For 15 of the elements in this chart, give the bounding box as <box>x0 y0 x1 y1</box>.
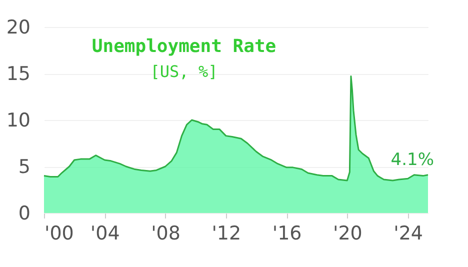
y-tick-label: 15 <box>6 63 30 85</box>
text: [US, %] <box>150 62 218 81</box>
y-tick-label: 20 <box>6 16 30 38</box>
x-tick-label: '20 <box>332 222 362 244</box>
y-tick-label: 10 <box>6 110 30 132</box>
x-tick-label: '00 <box>44 222 74 244</box>
x-tick-label: '08 <box>151 222 180 244</box>
x-tick-label: '12 <box>212 222 242 244</box>
y-tick-label: 5 <box>18 156 30 178</box>
y-tick-label: 0 <box>18 202 30 224</box>
text: Unemployment Rate <box>92 36 276 57</box>
x-tick-label: '04 <box>90 222 120 244</box>
x-tick-label: '24 <box>394 222 424 244</box>
x-tick-label: '16 <box>272 222 302 244</box>
annotation: 4.1% <box>390 150 434 170</box>
